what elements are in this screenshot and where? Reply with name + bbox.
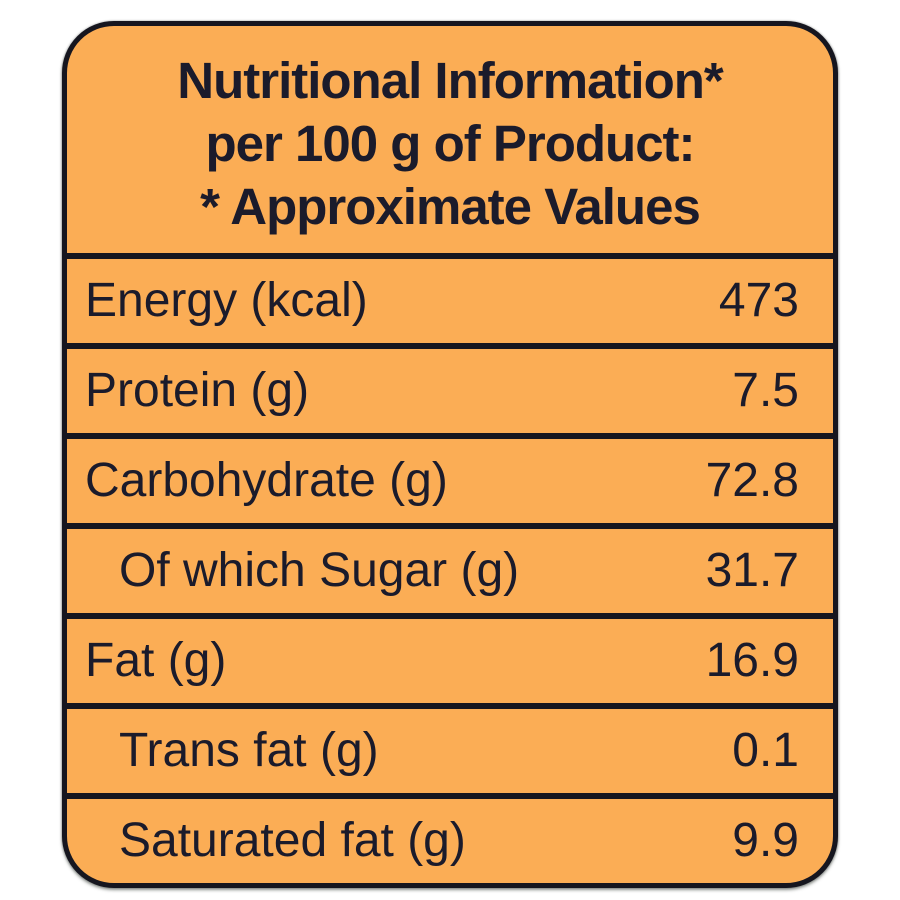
nutrition-rows: Energy (kcal) 473 Protein (g) 7.5 Carboh…: [67, 253, 833, 883]
nutrient-label: Saturated fat (g): [119, 814, 466, 867]
nutrient-value: 31.7: [705, 544, 799, 597]
nutrient-value: 7.5: [732, 364, 799, 417]
table-row: Energy (kcal) 473: [67, 253, 833, 343]
nutrient-value: 473: [718, 274, 799, 327]
table-row: Saturated fat (g) 9.9: [67, 793, 833, 883]
nutrient-label: Fat (g): [85, 634, 227, 687]
nutrient-label: Protein (g): [85, 364, 310, 417]
nutrient-value: 0.1: [732, 724, 799, 777]
header-title: Nutritional Information*: [177, 52, 723, 109]
table-row: Carbohydrate (g) 72.8: [67, 433, 833, 523]
nutrient-value: 9.9: [732, 814, 799, 867]
table-row: Of which Sugar (g) 31.7: [67, 523, 833, 613]
header-subtitle: per 100 g of Product:: [205, 115, 695, 172]
nutrition-label-card: Nutritional Information* per 100 g of Pr…: [62, 21, 838, 888]
header-note: * Approximate Values: [200, 178, 701, 235]
nutrition-header: Nutritional Information* per 100 g of Pr…: [67, 26, 833, 253]
table-row: Fat (g) 16.9: [67, 613, 833, 703]
table-row: Protein (g) 7.5: [67, 343, 833, 433]
nutrient-label: Of which Sugar (g): [119, 544, 520, 597]
nutrient-label: Carbohydrate (g): [85, 454, 448, 507]
nutrient-value: 16.9: [705, 634, 799, 687]
nutrient-label: Energy (kcal): [85, 274, 368, 327]
table-row: Trans fat (g) 0.1: [67, 703, 833, 793]
nutrient-value: 72.8: [705, 454, 799, 507]
nutrient-label: Trans fat (g): [119, 724, 379, 777]
